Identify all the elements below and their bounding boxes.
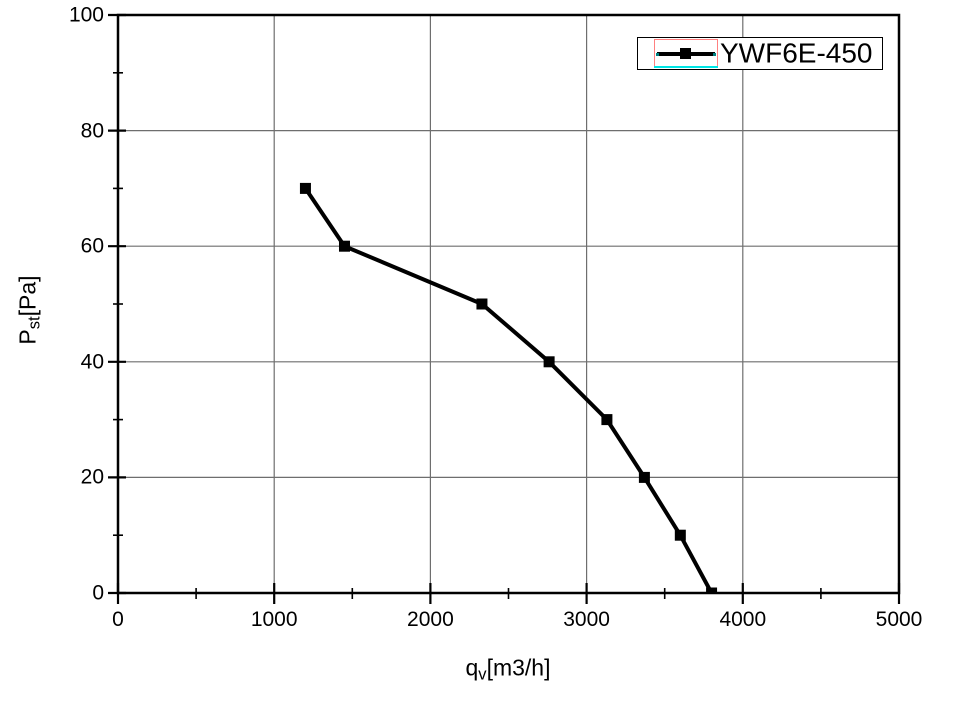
y-tick-label: 60 — [80, 234, 104, 258]
series-line — [303, 187, 714, 593]
x-axis-title: qv[m3/h] — [465, 654, 551, 684]
data-point-marker — [299, 182, 311, 194]
data-point-marker — [674, 529, 686, 541]
data-point-marker — [706, 587, 718, 593]
x-axis-title-main: q — [465, 654, 479, 681]
plot-border — [116, 13, 901, 595]
y-axis-title-sub: st — [24, 316, 44, 330]
data-point-marker — [338, 240, 350, 252]
y-axis-title-main: P — [14, 329, 41, 345]
y-axis-title: Pst[Pa] — [14, 275, 44, 345]
legend-series-label: YWF6E-450 — [720, 36, 873, 68]
y-tick-label: 0 — [92, 581, 104, 605]
data-point-marker — [601, 414, 613, 426]
x-tick-label: 1000 — [250, 608, 298, 631]
y-axis-title-unit: [Pa] — [14, 275, 41, 317]
x-axis-title-sub: v — [478, 664, 487, 684]
y-tick-label: 100 — [68, 3, 104, 27]
x-tick-label: 0 — [112, 608, 124, 631]
x-tick-label: 3000 — [563, 608, 610, 631]
x-tick-label: 5000 — [875, 608, 923, 631]
x-tick-label: 4000 — [719, 608, 767, 631]
data-point-marker — [543, 356, 555, 368]
legend-box[interactable]: YWF6E-450 — [637, 37, 883, 70]
y-tick-label: 80 — [80, 119, 104, 143]
legend-selection-highlight — [654, 39, 718, 68]
y-tick-label: 20 — [80, 465, 104, 489]
y-tick-label: 40 — [80, 350, 104, 374]
legend-selection-handle-right — [713, 52, 716, 56]
data-point-marker — [476, 298, 488, 310]
legend-selection-underline — [654, 66, 718, 68]
x-axis-title-unit: [m3/h] — [486, 654, 551, 681]
x-tick-label: 2000 — [407, 608, 454, 631]
legend-marker-sample — [680, 48, 691, 59]
data-point-marker — [638, 471, 650, 483]
legend-selection-handle-left — [656, 52, 659, 56]
series-group — [299, 182, 718, 593]
